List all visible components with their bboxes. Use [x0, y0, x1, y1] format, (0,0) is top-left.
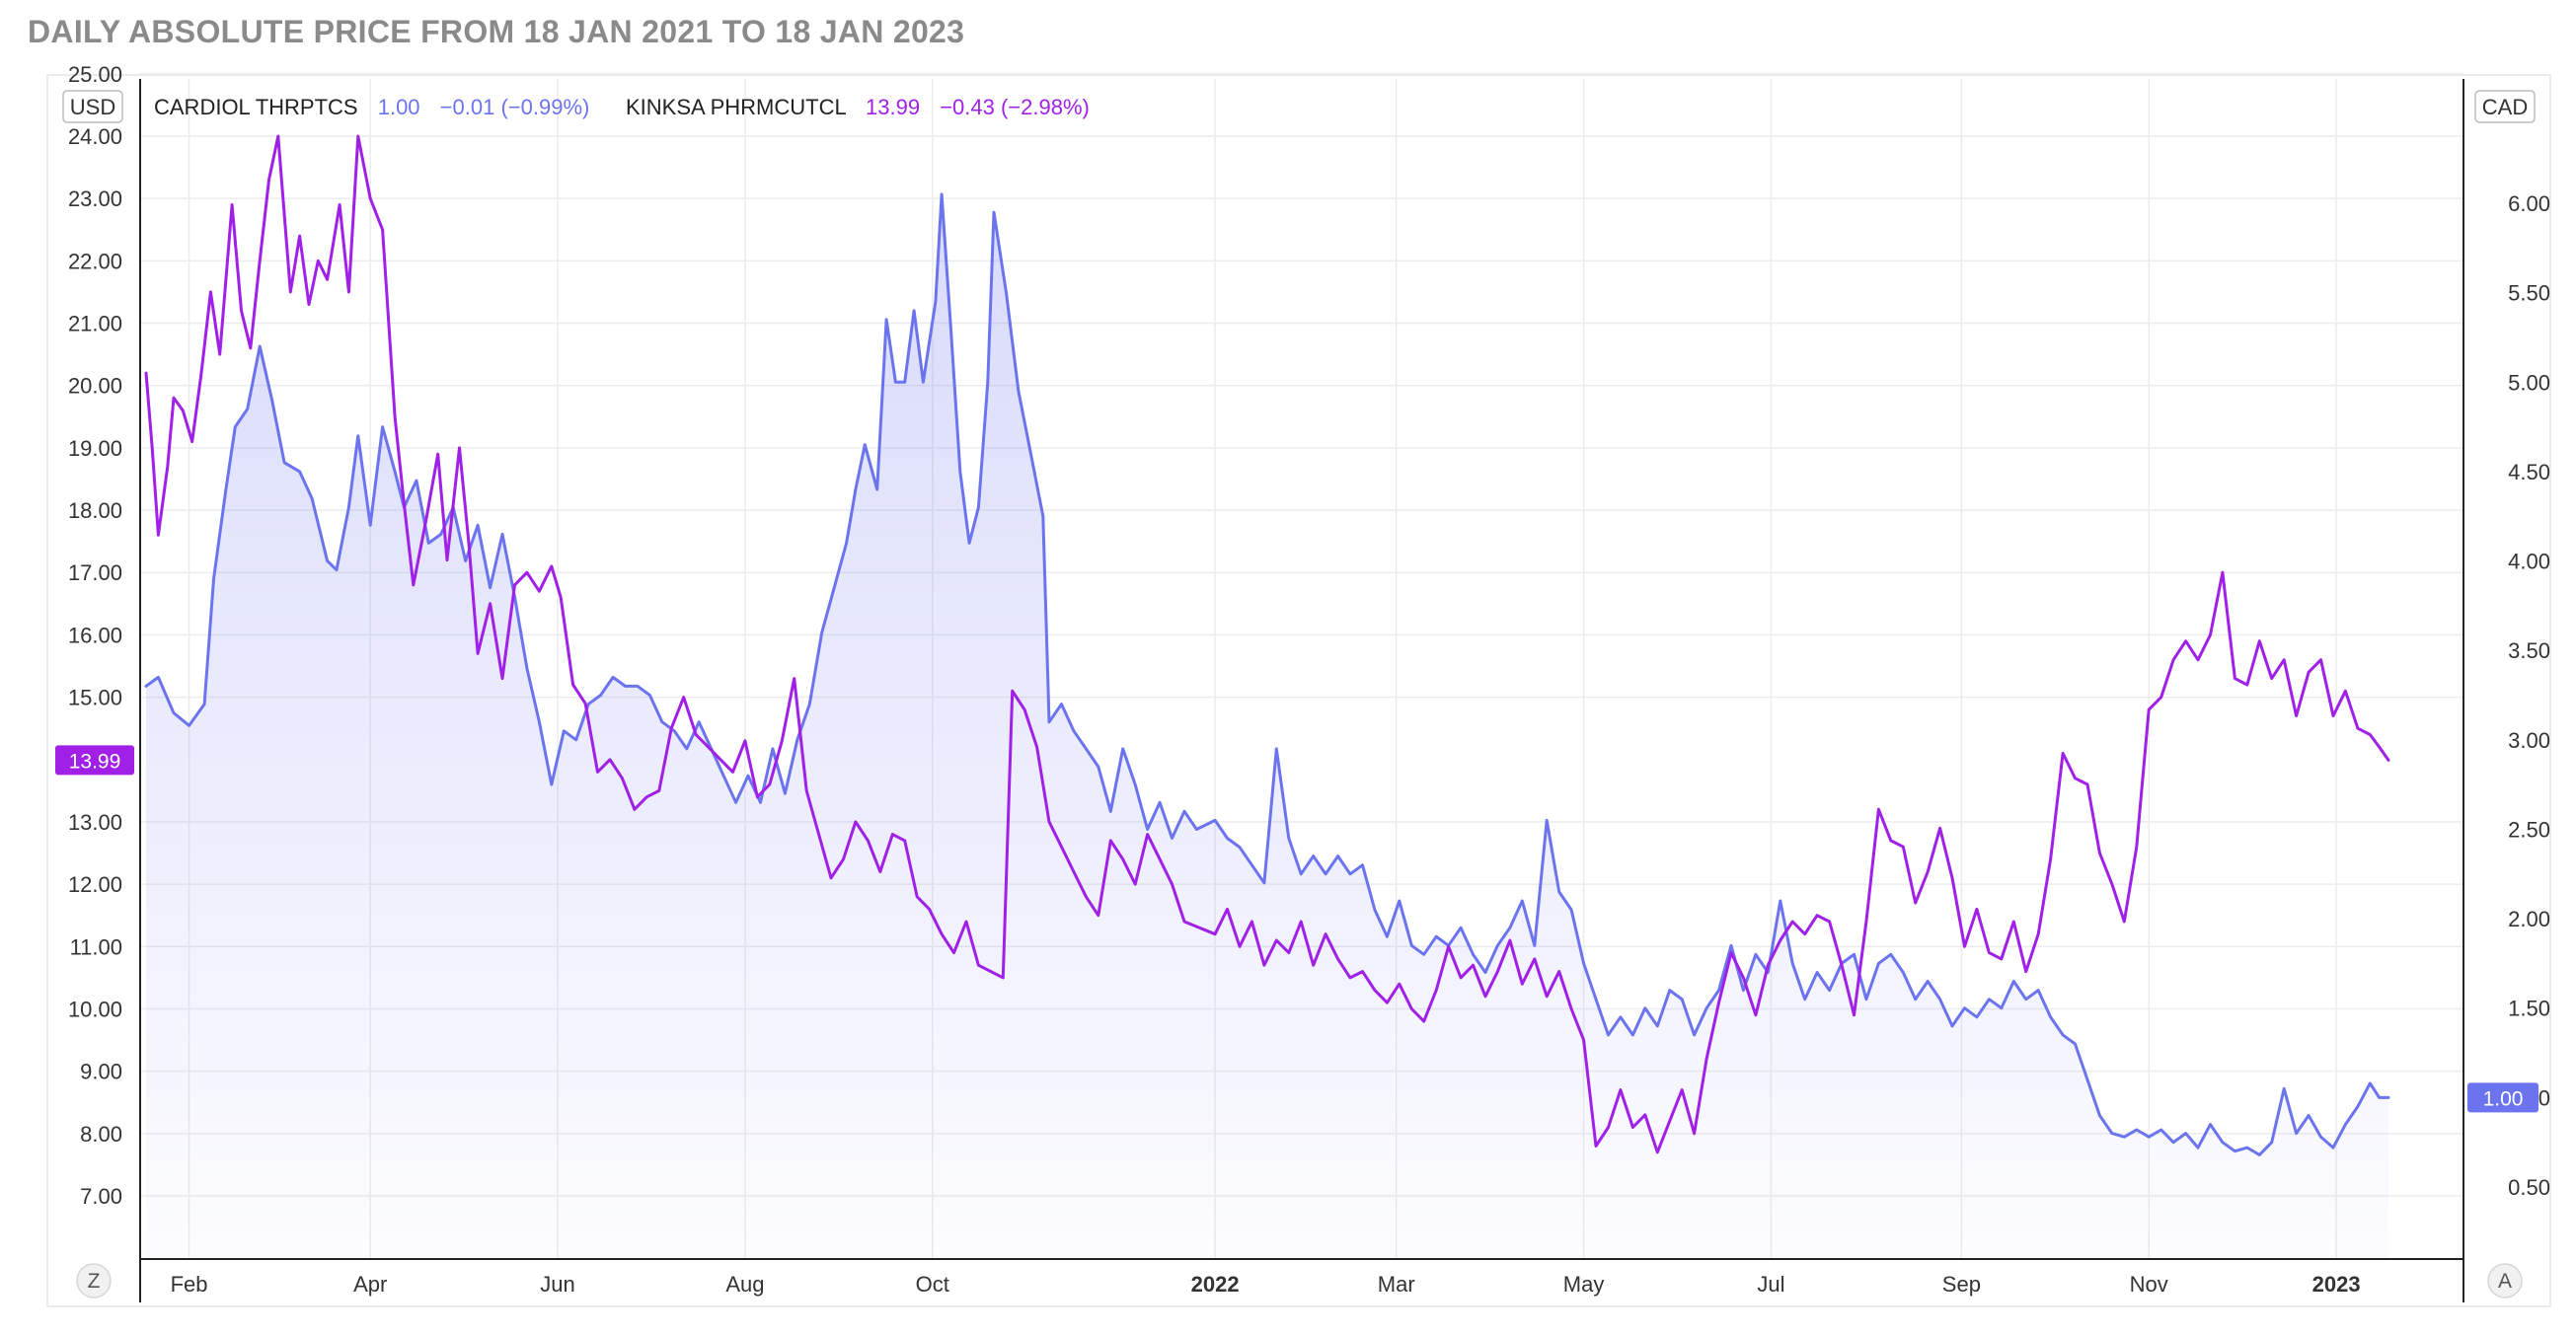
right-tick-label: 3.50 [2508, 638, 2550, 663]
legend-kinksa-last: 13.99 [866, 95, 920, 119]
cardiol-badge-label: 1.00 [2483, 1087, 2524, 1110]
left-tick-label: 22.00 [68, 249, 122, 273]
right-tick-label: 5.50 [2508, 281, 2550, 306]
right-axis-ticks: 6.00 5.50 5.00 4.50 4.00 3.50 3.00 2.50 2.00 1.50… [2508, 191, 2550, 1200]
x-tick-label: Feb [171, 1272, 208, 1297]
right-tick-label: 4.50 [2508, 460, 2550, 484]
legend-item-kinksa[interactable]: KINKSA PHRMCUTCL 13.99 −0.43 (−2.98%) [626, 95, 1090, 119]
line-layer [144, 134, 2390, 1156]
chart-frame [46, 74, 2551, 1307]
right-unit-box[interactable]: CAD [2474, 90, 2536, 123]
left-tick-label: 25.00 [68, 62, 122, 87]
cardiol-series-line[interactable] [144, 192, 2390, 1156]
left-axis-ticks: 25.00 24.00 23.00 22.00 21.00 20.00 19.00 18.00… [68, 62, 122, 1209]
left-tick-label: 23.00 [68, 186, 122, 211]
right-tick-label: 0.50 [2508, 1175, 2550, 1200]
legend-kinksa-name: KINKSA PHRMCUTCL [626, 95, 846, 119]
left-tick-label: 12.00 [68, 872, 122, 897]
left-tick-label: 8.00 [80, 1122, 122, 1147]
left-tick-label: 17.00 [68, 560, 122, 585]
x-tick-label: 2023 [2312, 1272, 2361, 1297]
x-tick-label: Sep [1942, 1272, 1981, 1297]
left-tick-label: 13.00 [68, 810, 122, 835]
right-tick-label: 1.50 [2508, 997, 2550, 1021]
legend-cardiol-name: CARDIOL THRPTCS [154, 95, 358, 119]
legend-cardiol-change: −0.01 (−0.99%) [440, 95, 590, 119]
x-axis-ticks: Feb Apr Jun Aug Oct 2022 Mar May Jul Sep Nov 2023 [171, 1272, 2361, 1297]
legend: CARDIOL THRPTCS 1.00 −0.01 (−0.99%) KINK… [154, 95, 1090, 119]
right-tick-label: 2.50 [2508, 817, 2550, 842]
chart-title: DAILY ABSOLUTE PRICE FROM 18 JAN 2021 TO… [28, 14, 965, 49]
right-tick-label: 3.00 [2508, 728, 2550, 753]
left-tick-label: 11.00 [70, 934, 122, 959]
left-tick-label: 16.00 [68, 623, 122, 647]
left-tick-label: 10.00 [68, 997, 122, 1021]
right-unit-label: CAD [2482, 95, 2528, 119]
left-tick-label: 24.00 [68, 124, 122, 149]
auto-scale-button[interactable]: A [2487, 1263, 2523, 1299]
left-tick-label: 21.00 [68, 312, 122, 336]
right-tick-label: 2.00 [2508, 907, 2550, 931]
kinksa-badge-label: 13.99 [69, 750, 121, 773]
kinksa-series-line[interactable] [144, 134, 2390, 1154]
x-tick-label: May [1563, 1272, 1605, 1297]
kinksa-value-badge: 13.99 [55, 745, 134, 776]
zoom-button[interactable]: Z [76, 1263, 112, 1299]
left-tick-label: 15.00 [68, 686, 122, 710]
right-tick-label: 6.00 [2508, 191, 2550, 216]
auto-scale-button-label: A [2498, 1270, 2512, 1293]
right-tick-label: 5.00 [2508, 370, 2550, 395]
x-tick-label: 2022 [1191, 1272, 1240, 1297]
x-tick-label: Nov [2130, 1272, 2168, 1297]
x-tick-label: Aug [725, 1272, 764, 1297]
x-tick-label: Jul [1757, 1272, 1784, 1297]
zoom-button-label: Z [88, 1270, 101, 1293]
left-unit-box[interactable]: USD [62, 90, 123, 123]
left-tick-label: 18.00 [68, 498, 122, 523]
x-tick-label: Jun [540, 1272, 574, 1297]
right-tick-label: 4.00 [2508, 550, 2550, 574]
x-tick-label: Apr [353, 1272, 387, 1297]
left-tick-label: 20.00 [68, 374, 122, 399]
cardiol-value-badge: 1.00 [2467, 1082, 2538, 1113]
x-tick-label: Oct [916, 1272, 949, 1297]
legend-item-cardiol[interactable]: CARDIOL THRPTCS 1.00 −0.01 (−0.99%) [154, 95, 589, 119]
cardiol-area [146, 193, 2388, 1259]
left-tick-label: 19.00 [68, 436, 122, 461]
left-tick-label: 7.00 [80, 1184, 122, 1209]
left-unit-label: USD [70, 95, 115, 119]
x-tick-label: Mar [1378, 1272, 1415, 1297]
legend-cardiol-last: 1.00 [378, 95, 420, 119]
legend-kinksa-change: −0.43 (−2.98%) [940, 95, 1090, 119]
area-layer [146, 193, 2388, 1259]
left-tick-label: 9.00 [80, 1060, 122, 1084]
